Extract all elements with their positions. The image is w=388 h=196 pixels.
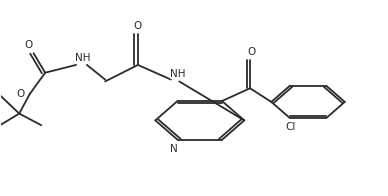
Text: O: O <box>25 40 33 50</box>
Text: N: N <box>170 144 178 154</box>
Text: O: O <box>248 47 256 57</box>
Text: O: O <box>16 89 25 99</box>
Text: O: O <box>134 21 142 31</box>
Text: Cl: Cl <box>285 122 296 132</box>
Text: NH: NH <box>75 53 91 63</box>
Text: NH: NH <box>170 69 185 79</box>
